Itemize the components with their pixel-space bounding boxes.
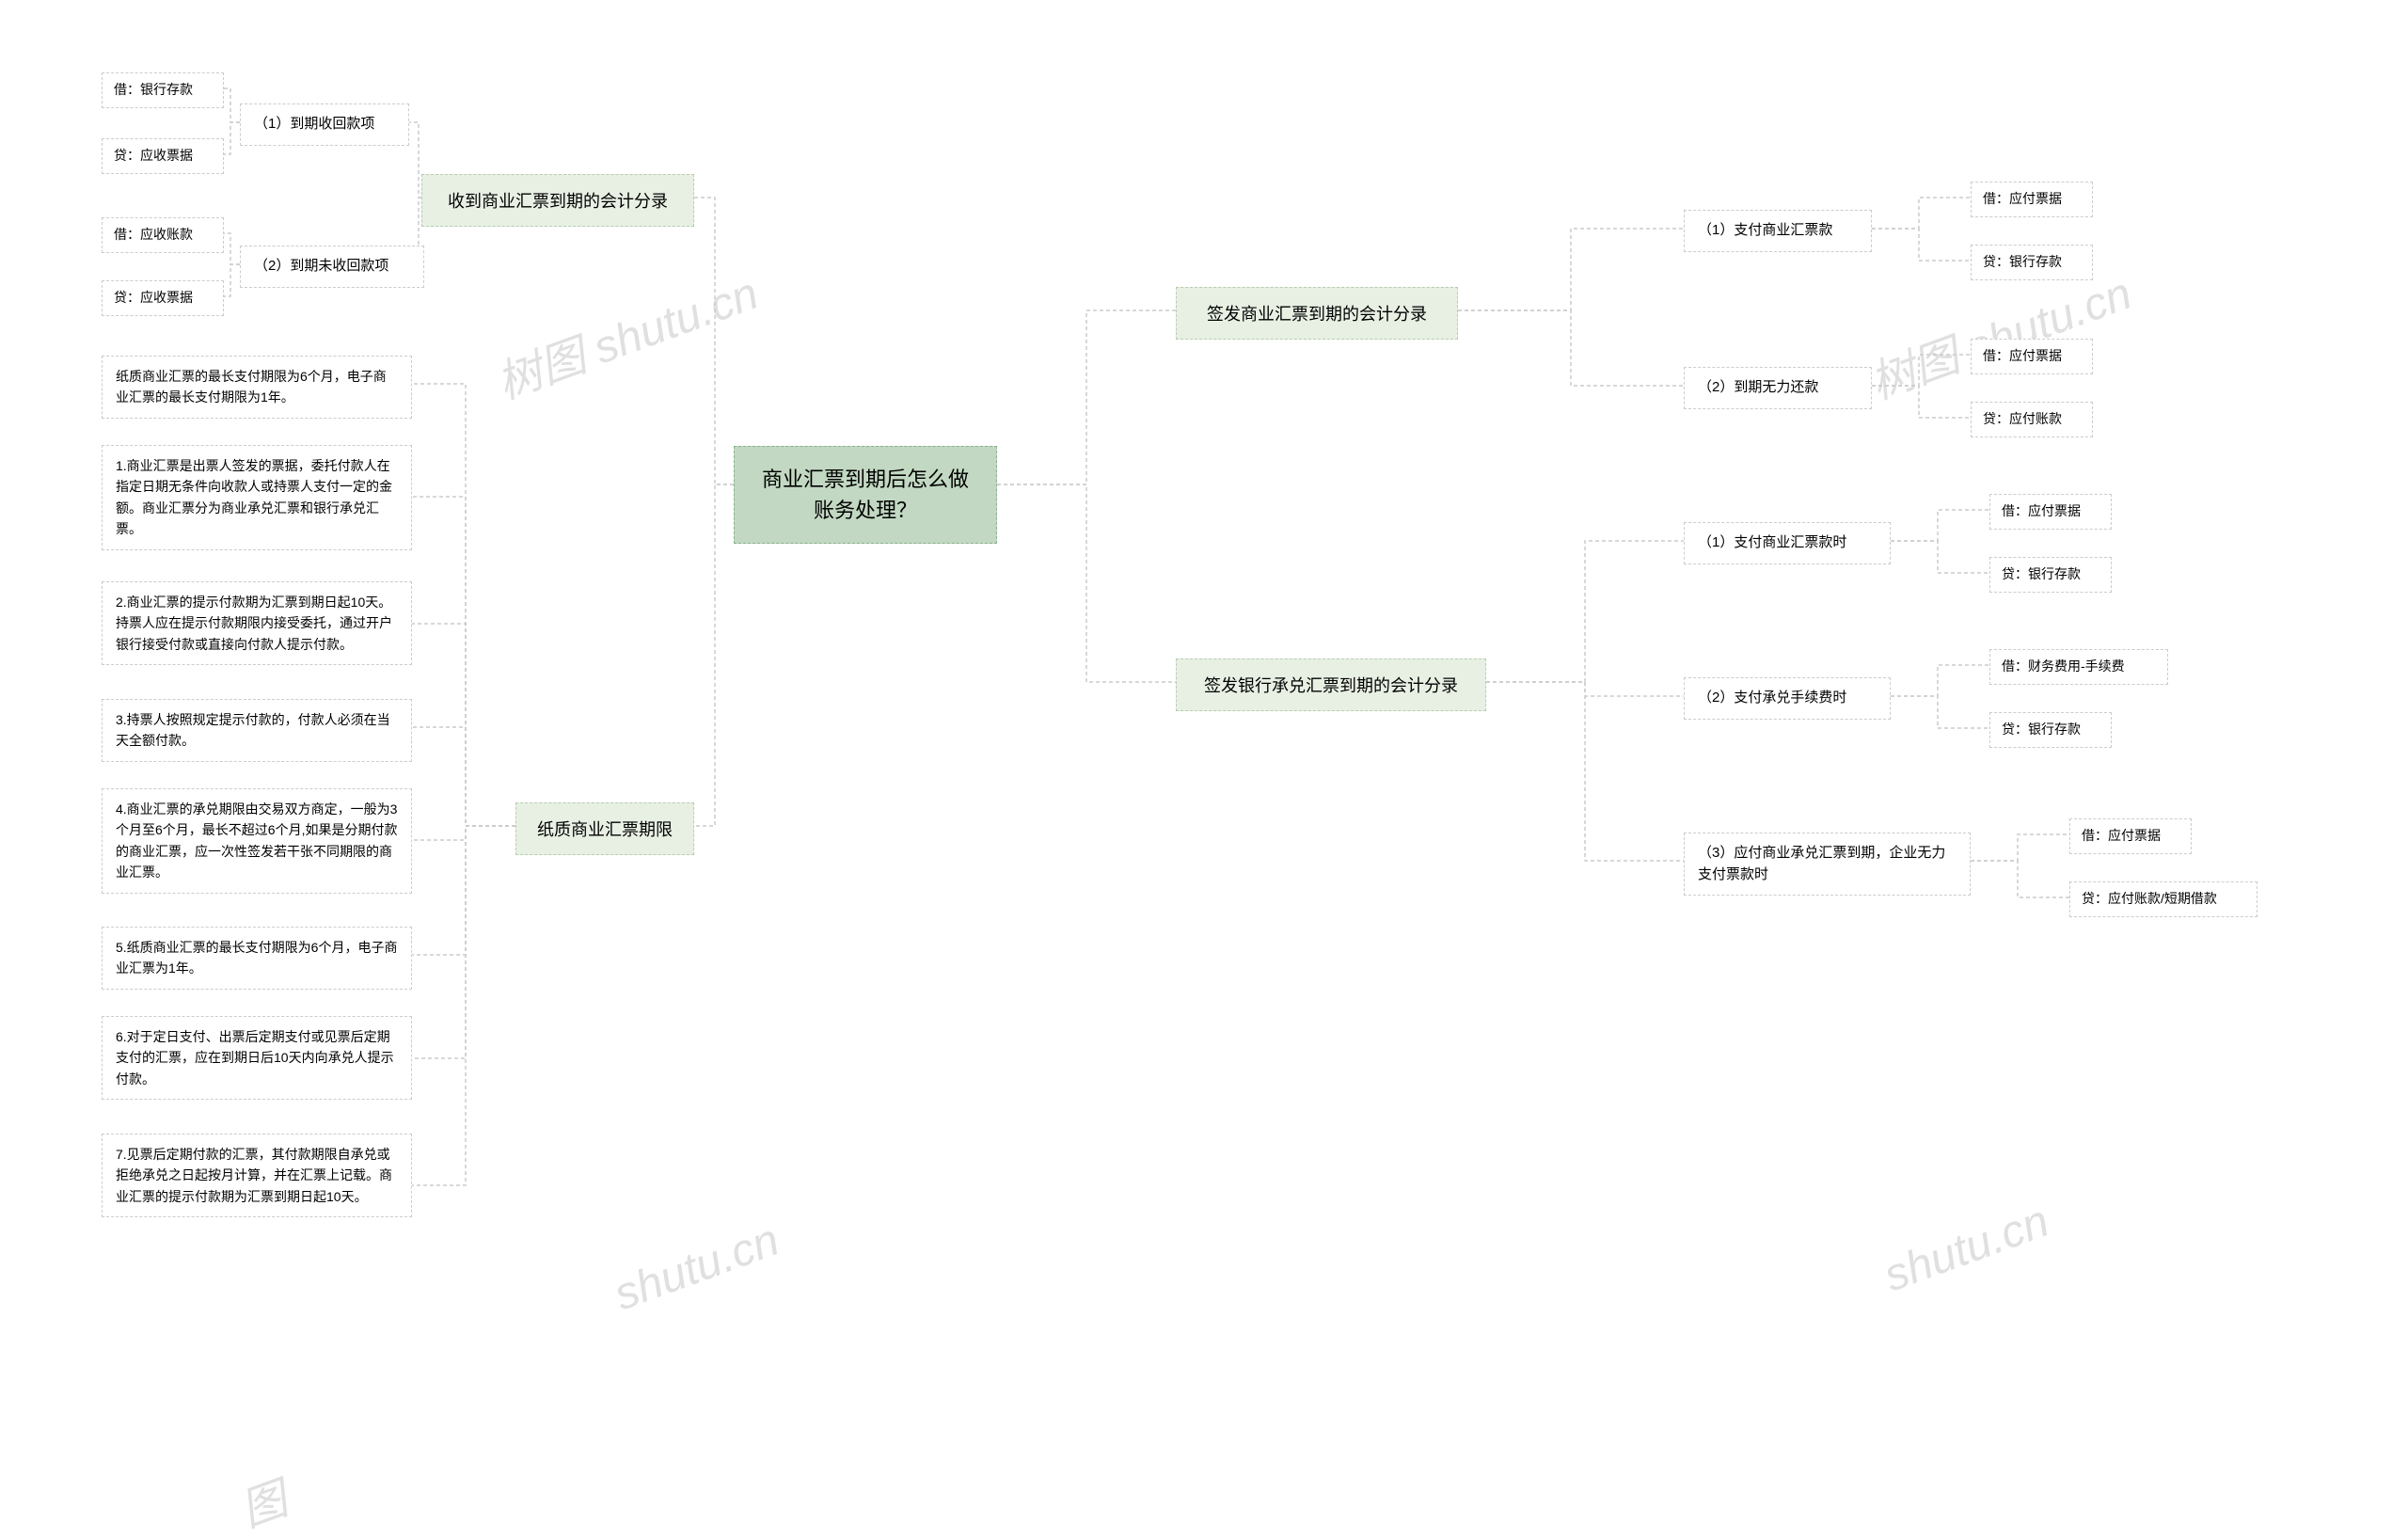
sub-l1-2: （2）到期未收回款项 (240, 246, 424, 288)
root-node: 商业汇票到期后怎么做账务处理？ (734, 446, 997, 544)
leaf-r1-2-1: 借：应付票据 (1971, 339, 2093, 374)
branch-left-2: 纸质商业汇票期限 (515, 802, 694, 855)
sub-r1-1: （1）支付商业汇票款 (1684, 210, 1872, 252)
para-l2-0: 纸质商业汇票的最长支付期限为6个月，电子商业汇票的最长支付期限为1年。 (102, 356, 412, 419)
sub-r1-2: （2）到期无力还款 (1684, 367, 1872, 409)
para-l2-1: 1.商业汇票是出票人签发的票据，委托付款人在指定日期无条件向收款人或持票人支付一… (102, 445, 412, 550)
leaf-r2-1-2: 贷：银行存款 (1989, 557, 2112, 593)
sub-l1-1: （1）到期收回款项 (240, 103, 409, 146)
watermark: 树图 shutu.cn (486, 256, 766, 411)
watermark: shutu.cn (608, 1214, 785, 1322)
leaf-l1-2-2: 贷：应收票据 (102, 280, 224, 316)
leaf-l1-1-2: 贷：应收票据 (102, 138, 224, 174)
leaf-r2-3-1: 借：应付票据 (2069, 818, 2192, 854)
leaf-r1-2-2: 贷：应付账款 (1971, 402, 2093, 437)
leaf-r1-1-1: 借：应付票据 (1971, 182, 2093, 217)
leaf-r2-2-1: 借：财务费用-手续费 (1989, 649, 2168, 685)
para-l2-7: 7.见票后定期付款的汇票，其付款期限自承兑或拒绝承兑之日起按月计算，并在汇票上记… (102, 1134, 412, 1217)
branch-right-1: 签发商业汇票到期的会计分录 (1176, 287, 1458, 340)
para-l2-2: 2.商业汇票的提示付款期为汇票到期日起10天。持票人应在提示付款期限内接受委托，… (102, 581, 412, 665)
sub-r2-3: （3）应付商业承兑汇票到期，企业无力支付票款时 (1684, 833, 1971, 896)
sub-r2-2: （2）支付承兑手续费时 (1684, 677, 1891, 720)
watermark: shutu.cn (1877, 1196, 2055, 1303)
para-l2-5: 5.纸质商业汇票的最长支付期限为6个月，电子商业汇票为1年。 (102, 927, 412, 990)
leaf-l1-1-1: 借：银行存款 (102, 72, 224, 108)
para-l2-3: 3.持票人按照规定提示付款的，付款人必须在当天全额付款。 (102, 699, 412, 762)
leaf-r1-1-2: 贷：银行存款 (1971, 245, 2093, 280)
para-l2-4: 4.商业汇票的承兑期限由交易双方商定，一般为3个月至6个月，最长不超过6个月,如… (102, 788, 412, 894)
leaf-r2-1-1: 借：应付票据 (1989, 494, 2112, 530)
para-l2-6: 6.对于定日支付、出票后定期支付或见票后定期支付的汇票，应在到期日后10天内向承… (102, 1016, 412, 1100)
branch-left-1: 收到商业汇票到期的会计分录 (421, 174, 694, 227)
leaf-r2-3-2: 贷：应付账款/短期借款 (2069, 881, 2258, 917)
sub-r2-1: （1）支付商业汇票款时 (1684, 522, 1891, 564)
leaf-r2-2-2: 贷：银行存款 (1989, 712, 2112, 748)
watermark: 图 (230, 1462, 294, 1539)
leaf-l1-2-1: 借：应收账款 (102, 217, 224, 253)
branch-right-2: 签发银行承兑汇票到期的会计分录 (1176, 658, 1486, 711)
